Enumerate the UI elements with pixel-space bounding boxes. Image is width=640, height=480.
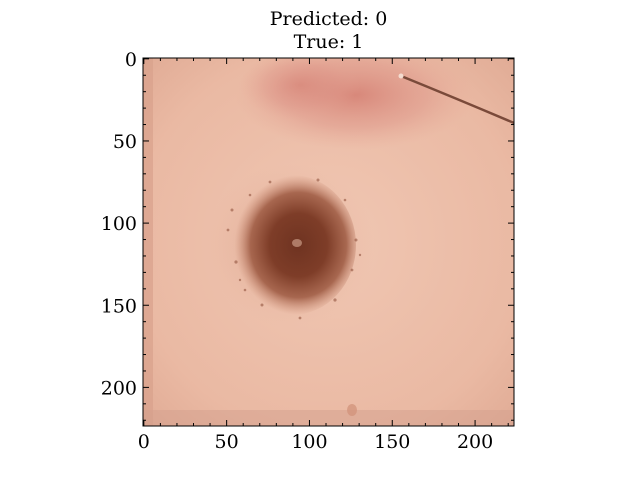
x-tick-label: 150: [374, 431, 410, 453]
x-tick-label: 100: [291, 431, 327, 453]
title-predicted: Predicted: 0: [269, 8, 388, 30]
title-true: True: 1: [293, 31, 364, 53]
lesion-image: [143, 58, 514, 426]
y-tick-label: 200: [101, 377, 137, 399]
axis-ticks: 0 50 100 150 200 0 50 100 150 200: [101, 49, 514, 453]
x-tick-label: 50: [215, 431, 239, 453]
axes-frame: [142, 57, 515, 427]
y-tick-label: 50: [113, 131, 137, 153]
y-tick-label: 100: [101, 213, 137, 235]
x-tick-label: 0: [138, 431, 150, 453]
x-tick-label: 200: [457, 431, 493, 453]
y-tick-label: 0: [125, 49, 137, 71]
y-tick-label: 150: [101, 295, 137, 317]
